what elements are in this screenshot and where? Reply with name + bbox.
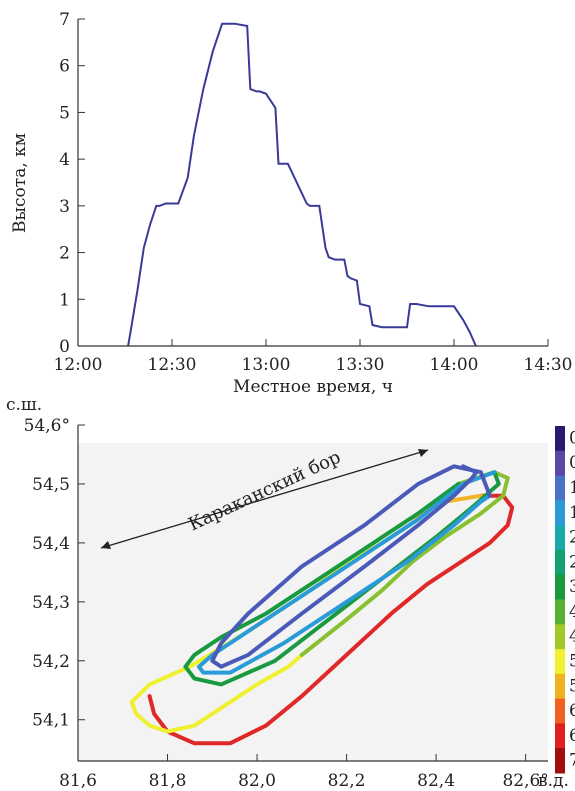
track-segment	[210, 464, 492, 669]
x-tick-label: 82,4	[417, 771, 455, 791]
colorbar-swatch	[555, 649, 565, 675]
x-tick-label: 82,6°	[502, 771, 548, 791]
y-tick-label: 54,3	[32, 593, 70, 613]
track-segment	[147, 493, 515, 746]
y-tick-label: 1	[59, 290, 70, 310]
colorbar-tick-label: 4	[569, 602, 575, 622]
colorbar-swatch	[555, 624, 565, 650]
colorbar-tick-label: 0	[569, 453, 575, 473]
colorbar-tick-label: 7	[569, 751, 575, 771]
track-segment	[183, 470, 501, 687]
x-tick-label: 14:00	[430, 355, 479, 375]
y-tick-label: 54,6°	[24, 416, 70, 436]
y-tick-label: 6	[59, 57, 70, 77]
y-tick-label: 5	[59, 103, 70, 123]
colorbar-swatch	[555, 748, 565, 774]
flight-track	[129, 464, 515, 746]
flight-track-chart: 54,1 54,2 54,3 54,4 54,5 54,6° 81,6 81,8 82,0 82…	[6, 395, 575, 791]
y-axis-label: Высота, км	[10, 133, 30, 233]
colorbar-tick-label: 2	[569, 528, 575, 548]
y-tick-label: 0	[59, 337, 70, 357]
colorbar-tick-label: 4	[569, 627, 575, 647]
y-ticks: 54,1 54,2 54,3 54,4 54,5 54,6°	[24, 416, 85, 731]
colorbar-swatch	[555, 698, 565, 724]
y-tick-label: 2	[59, 244, 70, 264]
colorbar-tick-label: 6	[569, 701, 575, 721]
x-ticks: 12:00 12:30 13:00 13:30 14:00 14:30	[54, 339, 573, 375]
colorbar-tick-label: 1	[569, 478, 575, 498]
x-tick-label: 13:30	[336, 355, 385, 375]
plot-area-tint	[78, 443, 548, 761]
y-ticks: 0 1 2 3 4 5 6 7	[59, 10, 85, 357]
colorbar-swatch	[555, 426, 565, 452]
x-corner-label: в.д.	[538, 771, 569, 791]
track-segment	[299, 470, 510, 657]
x-tick-label: 12:30	[148, 355, 197, 375]
colorbar-tick-label: 5	[569, 676, 575, 696]
track-segment	[196, 470, 497, 675]
x-axis-label: Местное время, ч	[233, 377, 393, 397]
colorbar: 0 0 1 1 2 2 3 4 4 5 5 6 6 7	[555, 426, 575, 774]
colorbar-tick-label: 3	[569, 577, 575, 597]
colorbar-swatch	[555, 500, 565, 526]
direction-arrow	[100, 449, 429, 549]
x-ticks: 81,6 81,8 82,0 82,2 82,4 82,6°	[59, 754, 549, 791]
y-corner-label: с.ш.	[6, 395, 42, 415]
colorbar-swatch	[555, 574, 565, 600]
x-tick-label: 82,0	[238, 771, 276, 791]
x-tick-label: 81,8	[149, 771, 187, 791]
y-tick-label: 4	[59, 150, 70, 170]
y-tick-label: 54,2	[32, 652, 70, 672]
colorbar-swatch	[555, 525, 565, 551]
colorbar-swatch	[555, 723, 565, 749]
x-tick-label: 81,6	[59, 771, 97, 791]
x-tick-label: 13:00	[242, 355, 291, 375]
colorbar-swatch	[555, 549, 565, 576]
x-tick-label: 14:30	[524, 355, 573, 375]
y-tick-label: 54,5	[32, 475, 70, 495]
altitude-series-line	[127, 22, 477, 347]
colorbar-tick-label: 5	[569, 652, 575, 672]
y-tick-label: 7	[59, 10, 70, 30]
colorbar-swatch	[555, 450, 565, 477]
colorbar-swatch	[555, 475, 565, 501]
x-tick-label: 12:00	[54, 355, 103, 375]
x-tick-label: 82,2	[328, 771, 366, 791]
y-tick-label: 3	[59, 197, 70, 217]
colorbar-tick-label: 6	[569, 726, 575, 746]
y-tick-label: 54,4	[32, 534, 70, 554]
colorbar-tick-label: 2	[569, 552, 575, 572]
colorbar-swatch	[555, 673, 565, 700]
colorbar-tick-label: 1	[569, 503, 575, 523]
colorbar-swatch	[555, 599, 565, 625]
y-tick-label: 54,1	[32, 711, 70, 731]
colorbar-tick-label: 0	[569, 428, 575, 448]
